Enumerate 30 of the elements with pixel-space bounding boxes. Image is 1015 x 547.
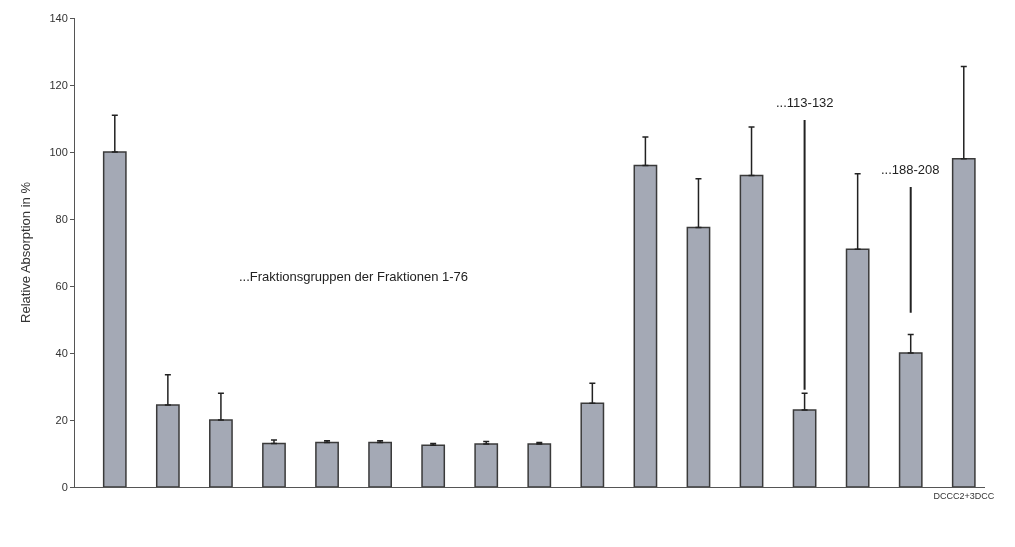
x-tick-label: DCCC2+3DCC: [933, 490, 995, 501]
bar: [527, 443, 552, 487]
bar: [262, 442, 286, 487]
bar: [792, 409, 817, 487]
bar: [209, 419, 233, 487]
y-tick-label: 140: [49, 11, 68, 24]
annotation: ...188-208: [881, 162, 940, 177]
bar: [102, 151, 127, 487]
bar: [368, 441, 392, 487]
bar: [633, 164, 658, 487]
annotation: ...Fraktionsgruppen der Fraktionen 1-76: [239, 269, 469, 284]
y-tick-label: 120: [49, 78, 68, 91]
y-tick-label: 40: [55, 346, 68, 359]
y-tick-label: 60: [55, 279, 68, 292]
bar: [898, 352, 923, 487]
bar: [686, 226, 711, 487]
annotation: ...113-132: [776, 95, 834, 110]
bar: [580, 402, 605, 487]
bar: [739, 174, 764, 487]
bar: [845, 248, 870, 487]
bar: [951, 157, 976, 487]
bar: [315, 441, 339, 487]
bar: [421, 444, 446, 487]
y-tick-label: 80: [55, 212, 68, 225]
bar: [474, 443, 499, 487]
bar: [155, 404, 180, 487]
y-tick-label: 100: [49, 145, 68, 158]
y-tick-label: 20: [55, 413, 68, 426]
y-axis-title: Relative Absorption in %: [18, 181, 34, 323]
y-tick-label: 0: [61, 480, 68, 493]
